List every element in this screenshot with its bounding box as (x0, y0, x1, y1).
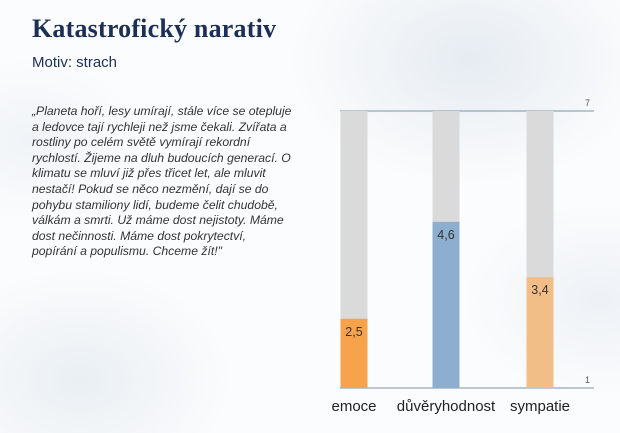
category-label-1: důvěryhodnost (397, 398, 496, 415)
y-tick-min: 1 (585, 375, 590, 385)
bar-2 (526, 277, 554, 388)
quote-text: „Planeta hoří, lesy umírají, stále více … (32, 104, 292, 259)
bars-group: 2,5 emoce 4,6 důvěryhodnost 3,4 sympatie (331, 111, 570, 415)
category-label-0: emoce (331, 398, 376, 415)
bar-value-label-1: 4,6 (437, 228, 454, 242)
page-title: Katastrofický narativ (32, 14, 277, 43)
category-label-2: sympatie (510, 398, 570, 415)
y-tick-max: 7 (585, 98, 590, 108)
bar-value-label-2: 3,4 (531, 283, 548, 297)
bar-1 (432, 221, 460, 388)
page-subtitle: Motiv: strach (32, 54, 118, 71)
bar-value-label-0: 2,5 (345, 325, 362, 339)
bar-0 (340, 318, 368, 388)
